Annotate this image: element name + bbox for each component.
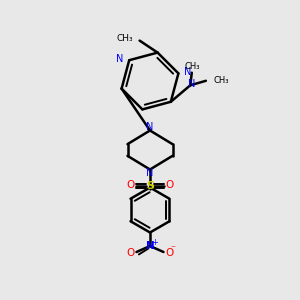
Text: +: + xyxy=(151,238,158,247)
Text: CH₃: CH₃ xyxy=(184,62,200,71)
Text: N: N xyxy=(146,168,154,178)
Text: N: N xyxy=(116,54,124,64)
Text: CH₃: CH₃ xyxy=(116,34,133,43)
Text: ⁻: ⁻ xyxy=(170,244,176,254)
Text: N: N xyxy=(188,79,196,89)
Text: O: O xyxy=(126,248,135,259)
Text: O: O xyxy=(165,248,174,259)
Text: N: N xyxy=(146,122,154,132)
Text: N: N xyxy=(184,67,191,77)
Text: N: N xyxy=(146,241,154,251)
Text: S: S xyxy=(146,181,154,191)
Text: O: O xyxy=(126,179,134,190)
Text: O: O xyxy=(166,179,174,190)
Text: CH₃: CH₃ xyxy=(213,76,229,85)
